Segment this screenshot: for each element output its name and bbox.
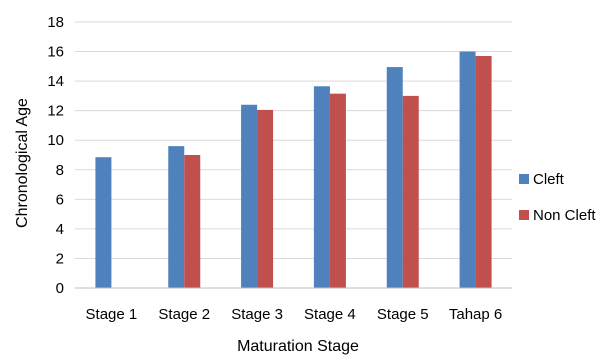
x-tick-label: Stage 4 bbox=[304, 306, 356, 323]
legend-swatch bbox=[519, 210, 529, 220]
y-tick-label: 18 bbox=[47, 14, 64, 31]
y-tick-label: 10 bbox=[47, 132, 64, 149]
x-tick-label: Tahap 6 bbox=[449, 306, 502, 323]
y-tick-label: 14 bbox=[47, 73, 64, 90]
legend: Cleft Non Cleft bbox=[519, 171, 596, 224]
y-tick-label: 0 bbox=[56, 280, 64, 297]
bar-non-cleft bbox=[329, 93, 346, 288]
y-tick-label: 2 bbox=[56, 250, 64, 267]
y-axis-ticks: 0 2 4 6 8 10 12 14 16 18 bbox=[47, 14, 64, 297]
bar-cleft bbox=[95, 157, 112, 288]
bar-non-cleft bbox=[184, 155, 201, 288]
bar-cleft bbox=[313, 86, 330, 289]
y-tick-label: 6 bbox=[56, 191, 64, 208]
x-axis-title: Maturation Stage bbox=[237, 338, 359, 355]
legend-label: Cleft bbox=[533, 171, 565, 188]
bar-cleft bbox=[168, 146, 185, 288]
y-tick-label: 12 bbox=[47, 103, 64, 120]
bars bbox=[95, 51, 492, 289]
legend-swatch bbox=[519, 174, 529, 184]
y-tick-label: 16 bbox=[47, 44, 64, 61]
x-tick-label: Stage 5 bbox=[377, 306, 429, 323]
y-tick-label: 4 bbox=[56, 221, 64, 238]
y-axis-title: Chronological Age bbox=[14, 98, 31, 228]
bar-non-cleft bbox=[402, 95, 419, 288]
gridlines bbox=[75, 21, 512, 259]
bar-cleft bbox=[386, 67, 403, 288]
legend-label: Non Cleft bbox=[533, 207, 596, 224]
bar-cleft bbox=[459, 51, 476, 288]
x-tick-label: Stage 3 bbox=[231, 306, 283, 323]
x-axis-ticks: Stage 1 Stage 2 Stage 3 Stage 4 Stage 5 Tahap… bbox=[86, 306, 503, 323]
bar-non-cleft bbox=[257, 109, 274, 288]
x-tick-label: Stage 2 bbox=[158, 306, 210, 323]
y-tick-label: 8 bbox=[56, 162, 64, 179]
bar-cleft bbox=[241, 104, 258, 288]
bar-non-cleft bbox=[475, 55, 492, 288]
x-tick-label: Stage 1 bbox=[86, 306, 138, 323]
